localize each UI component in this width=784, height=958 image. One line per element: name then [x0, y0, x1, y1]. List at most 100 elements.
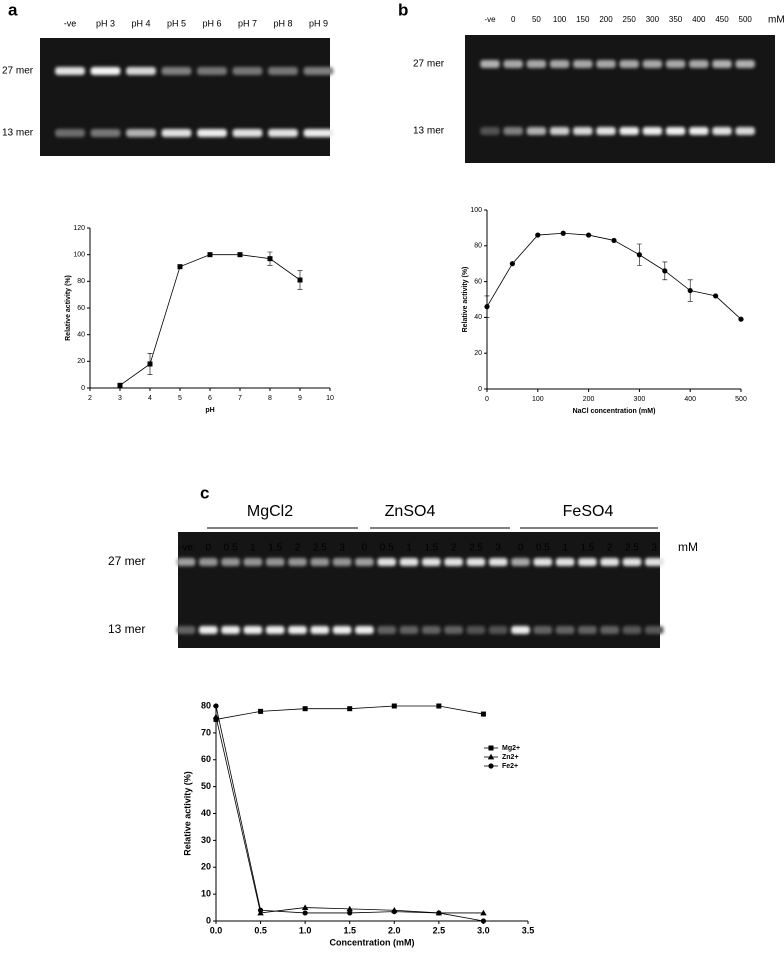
- y-tick-label: 60: [201, 754, 211, 764]
- point: [480, 918, 487, 924]
- x-tick-label: 1.0: [299, 925, 312, 935]
- band-label: 13 mer: [413, 126, 445, 137]
- point: [117, 382, 123, 388]
- lane-label: 0: [511, 15, 516, 24]
- point: [302, 706, 308, 712]
- y-tick-label: 60: [474, 278, 482, 285]
- lane-label: 3: [652, 543, 658, 554]
- y-axis-label: Relative activity (%): [65, 275, 72, 341]
- x-axis-label: Concentration (mM): [330, 937, 415, 947]
- point: [347, 706, 353, 712]
- legend-label: Mg2+: [502, 745, 520, 752]
- gel-band: [533, 558, 553, 566]
- gel-band: [622, 626, 642, 634]
- y-tick-label: 120: [73, 225, 85, 232]
- band-label: 27 mer: [108, 554, 145, 568]
- point: [213, 716, 219, 722]
- gel-band: [573, 127, 593, 135]
- gel-band: [511, 558, 530, 566]
- gel-band: [480, 60, 500, 68]
- lane-label: pH 6: [202, 18, 221, 28]
- gel-band: [578, 626, 597, 634]
- point: [177, 264, 183, 270]
- x-tick-label: 300: [634, 396, 646, 403]
- panel-label: b: [398, 0, 408, 19]
- lane-label: pH 3: [96, 18, 115, 28]
- gel-band: [480, 127, 500, 135]
- y-tick-label: 20: [474, 350, 482, 357]
- data-line: [119, 254, 301, 386]
- point: [484, 304, 490, 310]
- gel-band: [303, 67, 334, 75]
- gel-band: [526, 127, 547, 135]
- x-tick-label: 500: [735, 396, 747, 403]
- lane-label: 50: [532, 15, 541, 24]
- band-label: 27 mer: [2, 66, 34, 77]
- gel-band: [332, 558, 352, 566]
- lane-label: 1: [250, 543, 256, 554]
- y-tick-label: 40: [77, 332, 85, 339]
- gel-band: [549, 60, 570, 68]
- lane-label: 1.5: [580, 543, 594, 554]
- lane-label: -ve: [179, 543, 193, 554]
- gel-band: [265, 626, 285, 634]
- lane-label: 1: [562, 543, 568, 554]
- gel-band: [665, 127, 686, 135]
- gel-band: [161, 129, 192, 137]
- point: [213, 703, 219, 709]
- x-tick-label: 3.0: [477, 925, 490, 935]
- x-tick-label: 0.0: [210, 925, 223, 935]
- gel-band: [549, 127, 570, 135]
- y-axis-label: Relative activity (%): [182, 771, 192, 856]
- gel-band: [221, 626, 240, 634]
- y-tick-label: 0: [478, 386, 482, 393]
- gel-band: [488, 558, 508, 566]
- gel-band: [488, 626, 508, 634]
- data-line: [486, 232, 742, 320]
- gel-band: [689, 127, 709, 135]
- legend-label: Fe2+: [502, 763, 518, 770]
- lane-label: 2: [451, 543, 457, 554]
- x-tick-label: 100: [532, 396, 544, 403]
- gel-band: [176, 626, 196, 634]
- y-tick-label: 20: [77, 358, 85, 365]
- lane-label: -ve: [484, 15, 496, 24]
- gel-band: [596, 127, 616, 135]
- gel-band: [55, 67, 85, 75]
- gel-band: [644, 626, 664, 634]
- y-tick-label: 50: [201, 781, 211, 791]
- point: [301, 904, 309, 910]
- gel-band: [421, 626, 441, 634]
- lane-label: pH 7: [238, 18, 257, 28]
- gel-band: [161, 67, 192, 75]
- point: [560, 230, 566, 236]
- lane-label: pH 5: [167, 18, 186, 28]
- gel-band: [332, 626, 352, 634]
- point: [713, 293, 719, 299]
- point: [257, 907, 264, 913]
- gel-band: [355, 558, 374, 566]
- point: [611, 237, 617, 244]
- gel-band: [466, 558, 486, 566]
- gel-band: [288, 626, 307, 634]
- lane-label: 2: [607, 543, 613, 554]
- gel-band: [735, 60, 755, 68]
- point: [258, 708, 264, 714]
- y-tick-label: 80: [474, 243, 482, 250]
- gel-band: [399, 558, 419, 566]
- gel-band: [735, 127, 755, 135]
- lane-label: 1.5: [268, 543, 282, 554]
- gel-band: [600, 558, 620, 566]
- lane-label: 1: [406, 543, 412, 554]
- y-tick-label: 0: [206, 915, 211, 925]
- gel-band: [265, 558, 285, 566]
- gel-band: [90, 129, 121, 137]
- lane-label: pH 4: [131, 18, 150, 28]
- gel-band: [573, 60, 593, 68]
- gel-band: [243, 626, 263, 634]
- lane-label: pH 8: [273, 18, 292, 28]
- y-tick-label: 40: [474, 314, 482, 321]
- gel-band: [644, 558, 664, 566]
- gel-band: [712, 60, 732, 68]
- x-tick-label: 400: [684, 396, 696, 403]
